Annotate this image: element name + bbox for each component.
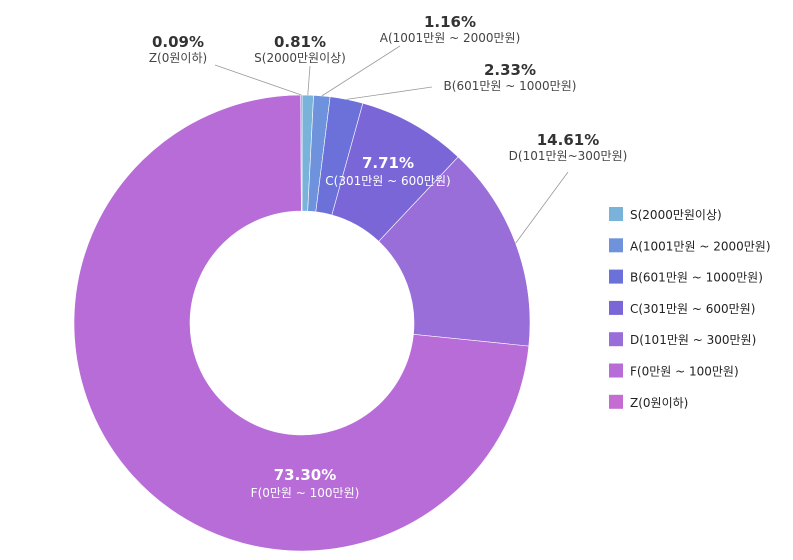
legend-label-a: A(1001만원 ~ 2000만원) xyxy=(630,239,771,253)
legend-label-d: D(101만원 ~ 300만원) xyxy=(630,333,756,347)
leader-line-b xyxy=(346,86,433,100)
legend-swatch-s xyxy=(609,207,623,221)
leader-line-a xyxy=(321,45,401,97)
donut-slices xyxy=(73,94,531,552)
legend-swatch-f xyxy=(609,363,623,378)
legend-label-s: S(2000만원이상) xyxy=(630,208,722,222)
slice-f xyxy=(73,94,530,552)
legend-swatch-z xyxy=(609,394,623,409)
category-label-s: S(2000만원이상) xyxy=(254,51,346,65)
value-label-b: 2.33% xyxy=(484,61,536,79)
value-label-c: 7.71% xyxy=(362,154,414,172)
leader-line-s xyxy=(307,65,311,96)
legend-swatch-b xyxy=(609,269,623,284)
category-label-f: F(0만원 ~ 100만원) xyxy=(251,486,360,500)
legend-swatch-a xyxy=(609,238,623,253)
value-label-s: 0.81% xyxy=(274,33,326,51)
category-label-a: A(1001만원 ~ 2000만원) xyxy=(380,31,521,45)
slice-labels: 0.81%S(2000만원이상) 1.16%A(1001만원 ~ 2000만원) 2… xyxy=(149,13,627,500)
leader-line-d xyxy=(515,171,569,244)
category-label-z: Z(0원이하) xyxy=(149,51,207,65)
legend-swatch-d xyxy=(609,332,623,347)
leader-lines xyxy=(214,45,569,244)
legend: S(2000만원이상) A(1001만원 ~ 2000만원) B(601만원 ~ 1… xyxy=(609,207,771,410)
value-label-f: 73.30% xyxy=(274,466,336,484)
leader-line-z xyxy=(214,64,302,96)
slice-d xyxy=(378,156,531,347)
value-label-d: 14.61% xyxy=(537,131,599,149)
legend-label-b: B(601만원 ~ 1000만원) xyxy=(630,271,763,285)
legend-swatch-c xyxy=(609,300,623,315)
value-label-a: 1.16% xyxy=(424,13,476,31)
legend-label-z: Z(0원이하) xyxy=(630,396,688,410)
category-label-b: B(601만원 ~ 1000만원) xyxy=(444,79,577,93)
category-label-d: D(101만원~300만원) xyxy=(509,149,628,163)
value-label-z: 0.09% xyxy=(152,33,204,51)
legend-label-c: C(301만원 ~ 600만원) xyxy=(630,302,755,316)
legend-label-f: F(0만원 ~ 100만원) xyxy=(630,365,739,379)
category-label-c: C(301만원 ~ 600만원) xyxy=(325,174,450,188)
